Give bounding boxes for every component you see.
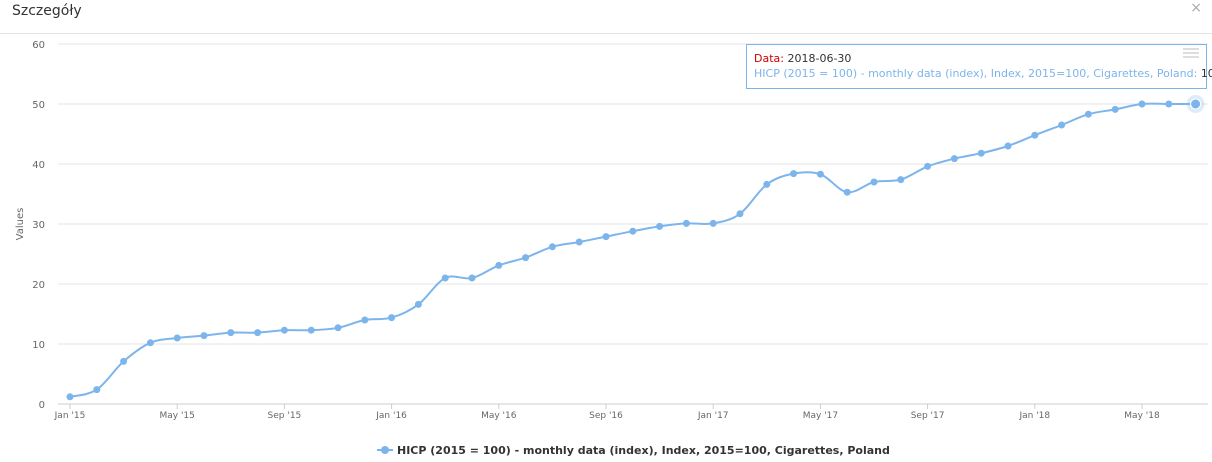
data-point[interactable] [602, 233, 610, 241]
data-point[interactable] [790, 170, 798, 178]
data-point[interactable] [468, 274, 476, 282]
data-point[interactable] [200, 332, 208, 340]
y-tick-label: 0 [39, 400, 45, 411]
x-tick-label: May '17 [803, 411, 838, 421]
data-point[interactable] [227, 329, 235, 337]
data-point[interactable] [93, 386, 101, 394]
data-point[interactable] [1058, 121, 1066, 129]
y-tick-label: 10 [32, 340, 45, 351]
data-point[interactable] [120, 357, 128, 365]
data-point[interactable] [763, 180, 771, 188]
x-tick-label: Jan '16 [375, 411, 407, 421]
y-tick-label: 60 [32, 40, 45, 51]
x-tick-label: Jan '17 [697, 411, 729, 421]
data-point[interactable] [361, 316, 369, 324]
x-axis: Jan '15 May '15 Sep '15 Jan '16 May '16 Sep '… [54, 403, 1208, 421]
close-icon[interactable]: × [1190, 0, 1202, 16]
data-point[interactable] [656, 222, 664, 230]
data-point[interactable] [709, 219, 717, 227]
data-point[interactable] [146, 339, 154, 347]
dialog-header: Szczegóły × [0, 0, 1212, 34]
data-point[interactable] [173, 334, 181, 342]
data-point[interactable] [548, 243, 556, 251]
data-point[interactable] [66, 393, 74, 401]
y-axis: 0 10 20 30 40 50 60 Values [15, 40, 45, 411]
data-point[interactable] [388, 314, 396, 322]
x-tick-label: May '15 [159, 411, 194, 421]
x-tick-label: Jan '15 [54, 411, 86, 421]
tooltip-series-value: 109 [1200, 67, 1212, 80]
data-point[interactable] [736, 210, 744, 218]
y-tick-label: 20 [32, 280, 45, 291]
data-point[interactable] [816, 170, 824, 178]
data-point[interactable] [950, 155, 958, 163]
legend-marker-symbol [381, 446, 389, 454]
highlighted-data-point[interactable] [1190, 98, 1202, 110]
chart-legend[interactable]: HICP (2015 = 100) - monthly data (index)… [377, 444, 890, 457]
data-point[interactable] [629, 227, 637, 235]
data-point[interactable] [254, 329, 262, 337]
y-tick-label: 40 [32, 160, 45, 171]
data-point[interactable] [495, 261, 503, 269]
grid-lines [58, 43, 1208, 405]
series-line [69, 102, 1196, 398]
data-point[interactable] [897, 176, 905, 184]
legend-label[interactable]: HICP (2015 = 100) - monthly data (index)… [397, 444, 890, 457]
data-point[interactable] [843, 188, 851, 196]
data-tooltip: Data: 2018-06-30 HICP (2015 = 100) - mon… [746, 44, 1212, 89]
data-point[interactable] [1111, 105, 1119, 113]
y-axis-title: Values [15, 208, 26, 241]
y-tick-label: 50 [32, 100, 45, 111]
x-tick-label: May '16 [481, 411, 517, 421]
tooltip-date-value: 2018-06-30 [787, 52, 852, 65]
x-tick-label: Sep '17 [911, 411, 945, 421]
x-tick-label: Jan '18 [1018, 411, 1050, 421]
data-point[interactable] [870, 178, 878, 186]
data-point[interactable] [924, 162, 932, 170]
y-tick-label: 30 [32, 220, 45, 231]
x-tick-label: Sep '16 [589, 411, 623, 421]
data-point[interactable] [414, 300, 422, 308]
data-point[interactable] [522, 254, 530, 262]
x-tick-label: May '18 [1124, 411, 1160, 421]
x-tick-label: Sep '15 [268, 411, 302, 421]
data-point[interactable] [575, 238, 583, 246]
data-point[interactable] [1031, 131, 1039, 139]
hamburger-menu-icon[interactable] [1183, 48, 1199, 60]
dialog-title: Szczegóły [12, 3, 82, 19]
tooltip-series-row: HICP (2015 = 100) - monthly data (index)… [754, 66, 1212, 81]
data-point[interactable] [307, 326, 315, 334]
data-point[interactable] [1084, 110, 1092, 118]
series-points [66, 95, 1205, 401]
data-point[interactable] [1165, 100, 1173, 108]
data-point[interactable] [682, 219, 690, 227]
data-point[interactable] [334, 324, 342, 332]
data-point[interactable] [1138, 100, 1146, 108]
data-point[interactable] [1004, 142, 1012, 150]
tooltip-date-row: Data: 2018-06-30 [754, 51, 1199, 66]
data-point[interactable] [280, 326, 288, 334]
data-point[interactable] [977, 149, 985, 157]
data-point[interactable] [441, 274, 449, 282]
tooltip-series-label: HICP (2015 = 100) - monthly data (index)… [754, 67, 1198, 80]
tooltip-date-label: Data: [754, 52, 784, 65]
